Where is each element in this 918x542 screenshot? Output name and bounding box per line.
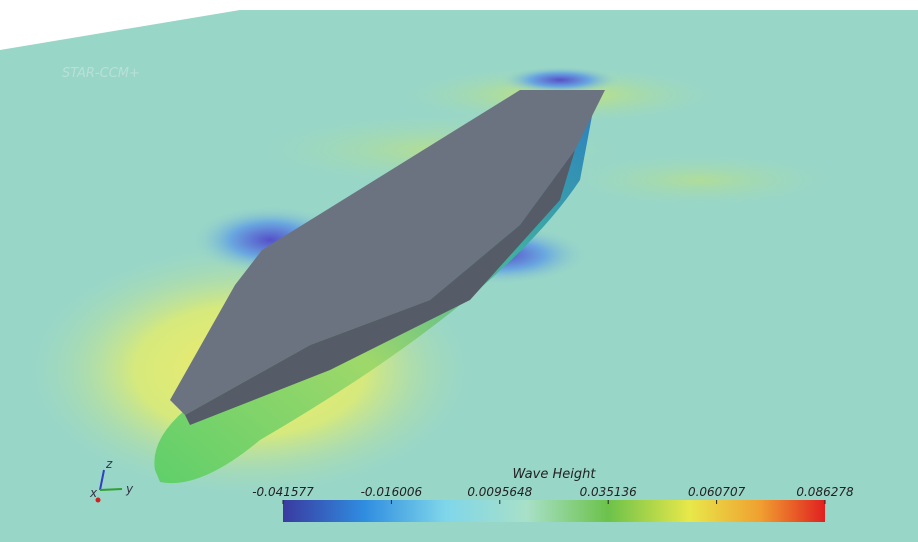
triad-z-label: z xyxy=(105,457,113,471)
cfd-view: STAR-CCM+ z x y Wave Height -0.041577 -0.… xyxy=(0,0,918,542)
tick-label: 0.0095648 xyxy=(467,485,532,499)
colorbar-title: Wave Height xyxy=(513,467,597,482)
tick-label: 0.035136 xyxy=(580,485,638,499)
logo: STAR-CCM+ xyxy=(62,66,140,81)
render: STAR-CCM+ z x y Wave Height -0.041577 -0.… xyxy=(0,0,918,542)
triad-y-label: y xyxy=(125,482,134,496)
tick-label: 0.086278 xyxy=(796,485,854,499)
tick-label: -0.016006 xyxy=(361,485,423,499)
colorbar-scale xyxy=(283,500,825,522)
tick-label: 0.060707 xyxy=(688,485,746,499)
tick-label: -0.041577 xyxy=(252,485,314,499)
contour xyxy=(550,150,850,210)
contour xyxy=(500,66,620,94)
triad-y xyxy=(100,489,122,490)
triad-x-label: x xyxy=(89,486,98,500)
